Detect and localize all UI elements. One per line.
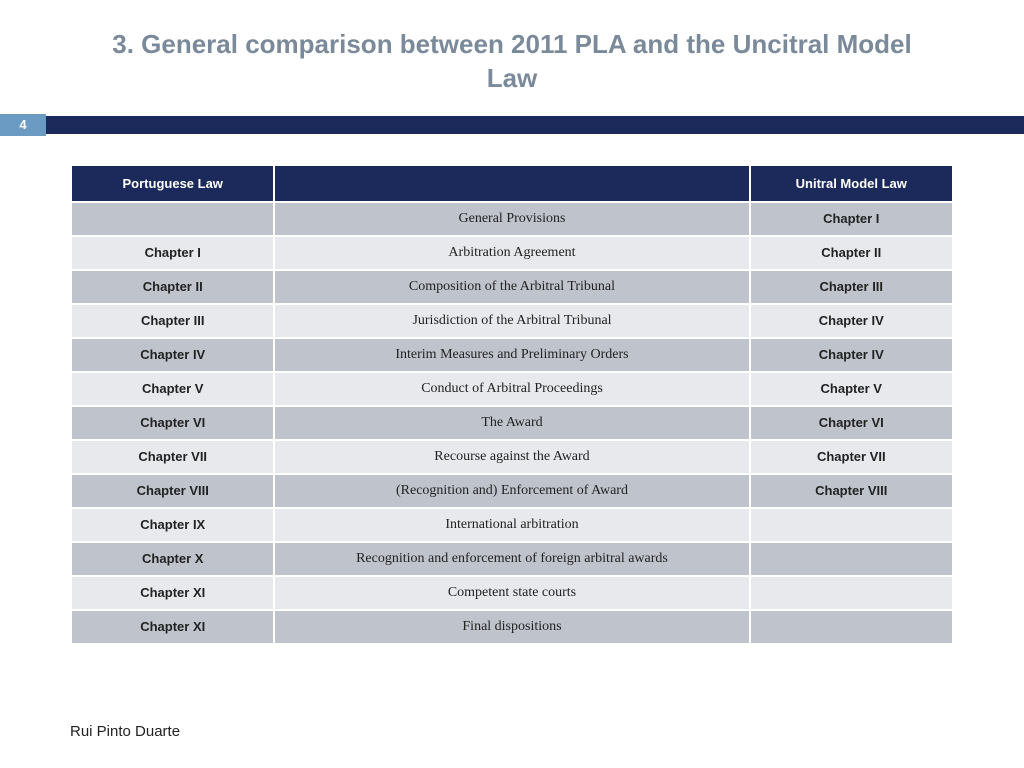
cell-unitral-law xyxy=(751,543,952,575)
cell-unitral-law xyxy=(751,611,952,643)
header-unitral-model-law: Unitral Model Law xyxy=(751,166,952,201)
cell-topic: Jurisdiction of the Arbitral Tribunal xyxy=(275,305,748,337)
cell-unitral-law: Chapter VI xyxy=(751,407,952,439)
cell-portuguese-law: Chapter II xyxy=(72,271,273,303)
table-row: Chapter IVInterim Measures and Prelimina… xyxy=(72,339,952,371)
table-row: Chapter XRecognition and enforcement of … xyxy=(72,543,952,575)
cell-topic: International arbitration xyxy=(275,509,748,541)
cell-topic: Final dispositions xyxy=(275,611,748,643)
table-row: Chapter IArbitration AgreementChapter II xyxy=(72,237,952,269)
cell-portuguese-law xyxy=(72,203,273,235)
table-row: Chapter VIIRecourse against the AwardCha… xyxy=(72,441,952,473)
comparison-table: Portuguese Law Unitral Model Law General… xyxy=(70,164,954,645)
cell-unitral-law: Chapter IV xyxy=(751,305,952,337)
cell-unitral-law xyxy=(751,577,952,609)
slide-title: 3. General comparison between 2011 PLA a… xyxy=(0,0,1024,114)
cell-topic: General Provisions xyxy=(275,203,748,235)
table-row: Chapter IXInternational arbitration xyxy=(72,509,952,541)
header-middle xyxy=(275,166,748,201)
table-row: General ProvisionsChapter I xyxy=(72,203,952,235)
cell-portuguese-law: Chapter IV xyxy=(72,339,273,371)
cell-unitral-law: Chapter VIII xyxy=(751,475,952,507)
cell-portuguese-law: Chapter III xyxy=(72,305,273,337)
page-number-badge: 4 xyxy=(0,114,46,136)
table-row: Chapter XICompetent state courts xyxy=(72,577,952,609)
cell-topic: Recognition and enforcement of foreign a… xyxy=(275,543,748,575)
cell-topic: The Award xyxy=(275,407,748,439)
table-row: Chapter XIFinal dispositions xyxy=(72,611,952,643)
cell-portuguese-law: Chapter VIII xyxy=(72,475,273,507)
cell-portuguese-law: Chapter IX xyxy=(72,509,273,541)
cell-unitral-law: Chapter I xyxy=(751,203,952,235)
table-header-row: Portuguese Law Unitral Model Law xyxy=(72,166,952,201)
cell-topic: Composition of the Arbitral Tribunal xyxy=(275,271,748,303)
cell-unitral-law: Chapter II xyxy=(751,237,952,269)
cell-topic: (Recognition and) Enforcement of Award xyxy=(275,475,748,507)
table-row: Chapter VIThe AwardChapter VI xyxy=(72,407,952,439)
cell-topic: Conduct of Arbitral Proceedings xyxy=(275,373,748,405)
comparison-table-container: Portuguese Law Unitral Model Law General… xyxy=(0,136,1024,645)
cell-topic: Interim Measures and Preliminary Orders xyxy=(275,339,748,371)
cell-unitral-law: Chapter VII xyxy=(751,441,952,473)
table-row: Chapter IIIJurisdiction of the Arbitral … xyxy=(72,305,952,337)
cell-topic: Arbitration Agreement xyxy=(275,237,748,269)
cell-portuguese-law: Chapter V xyxy=(72,373,273,405)
cell-portuguese-law: Chapter I xyxy=(72,237,273,269)
cell-unitral-law: Chapter V xyxy=(751,373,952,405)
table-row: Chapter IIComposition of the Arbitral Tr… xyxy=(72,271,952,303)
cell-unitral-law: Chapter IV xyxy=(751,339,952,371)
cell-unitral-law: Chapter III xyxy=(751,271,952,303)
header-portuguese-law: Portuguese Law xyxy=(72,166,273,201)
cell-portuguese-law: Chapter VII xyxy=(72,441,273,473)
cell-portuguese-law: Chapter VI xyxy=(72,407,273,439)
cell-unitral-law xyxy=(751,509,952,541)
cell-portuguese-law: Chapter X xyxy=(72,543,273,575)
cell-topic: Competent state courts xyxy=(275,577,748,609)
cell-topic: Recourse against the Award xyxy=(275,441,748,473)
footer-author: Rui Pinto Duarte xyxy=(70,723,180,740)
table-row: Chapter VIII(Recognition and) Enforcemen… xyxy=(72,475,952,507)
cell-portuguese-law: Chapter XI xyxy=(72,611,273,643)
header-band: 4 xyxy=(0,114,1024,136)
header-band-bar xyxy=(46,116,1024,134)
cell-portuguese-law: Chapter XI xyxy=(72,577,273,609)
table-row: Chapter VConduct of Arbitral Proceedings… xyxy=(72,373,952,405)
